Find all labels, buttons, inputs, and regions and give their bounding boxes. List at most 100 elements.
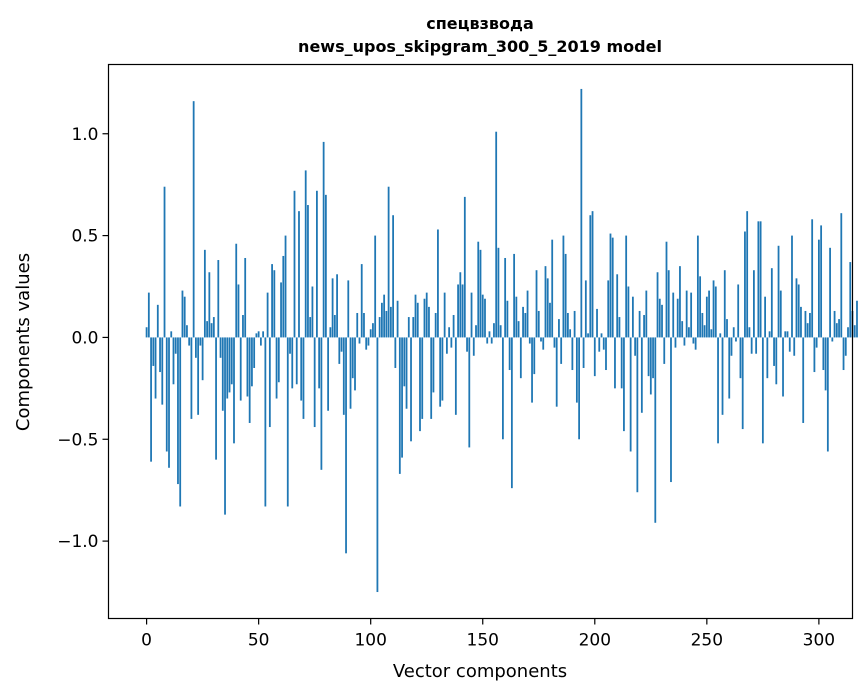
bar-300 [817,239,820,338]
bar-198 [589,215,592,338]
bar-167 [519,337,522,379]
bar-23 [197,337,200,415]
bar-0 [145,327,148,338]
bar-49 [255,333,258,338]
y-tick-label: −0.5 [57,430,98,450]
bar-301 [820,225,823,338]
bar-216 [629,337,632,452]
bar-97 [363,312,365,338]
y-tick-label: 0.0 [71,328,98,348]
bar-284 [782,337,784,397]
bar-32 [217,260,220,338]
x-axis-label: Vector components [393,661,567,682]
bar-35 [224,337,226,515]
y-tick-label: 0.5 [71,227,98,247]
bar-136 [450,337,453,348]
bar-47 [251,337,253,387]
bar-270 [750,337,753,354]
bar-287 [788,337,791,352]
bar-54 [266,292,269,338]
bar-211 [618,317,621,338]
bar-130 [437,229,439,338]
bar-175 [537,310,540,338]
bar-225 [649,337,652,395]
bar-249 [703,325,706,338]
bar-9 [165,337,168,452]
bar-79 [322,141,325,338]
plot-frame [107,63,854,620]
bar-260 [728,337,731,399]
bar-296 [809,312,811,338]
bar-51 [259,337,262,346]
bar-4 [154,337,157,399]
bar-304 [826,337,829,452]
bar-36 [226,337,229,399]
y-axis-ticks: −1.0 −0.5 0.0 0.5 1.0 [57,125,109,552]
bar-244 [692,337,695,344]
bar-40 [235,243,238,338]
bar-57 [273,270,276,338]
bar-116 [405,337,408,409]
bar-212 [620,337,623,389]
bar-235 [672,292,675,338]
bars-group [145,88,858,593]
bar-133 [443,292,446,338]
bar-155 [493,323,495,338]
bar-132 [441,337,444,401]
bar-39 [233,337,235,444]
bar-101 [372,323,374,338]
bar-254 [714,286,717,338]
bar-14 [177,337,179,485]
bar-102 [374,235,377,338]
bar-221 [640,337,643,413]
bar-282 [777,245,780,338]
bar-75 [313,337,316,428]
bar-266 [741,337,744,430]
bar-292 [800,306,802,338]
bar-144 [468,337,471,448]
bar-62 [284,235,287,338]
bar-27 [206,321,208,338]
bar-46 [248,337,251,423]
bar-223 [645,290,648,338]
bar-157 [497,247,500,338]
bar-105 [381,302,383,338]
bar-279 [770,268,773,338]
bar-302 [822,337,825,371]
bar-199 [591,211,594,338]
bar-24 [199,337,202,346]
bar-280 [773,337,775,366]
bar-135 [448,327,451,338]
bar-150 [481,294,484,338]
bar-140 [459,272,462,338]
bar-291 [797,284,800,338]
bar-87 [340,337,343,352]
bar-48 [253,337,256,368]
bar-13 [174,337,177,354]
bar-126 [428,306,430,338]
bar-113 [398,337,401,474]
bar-187 [564,253,567,338]
bar-241 [685,290,688,338]
bar-162 [508,337,511,371]
bar-93 [354,337,356,391]
bar-74 [311,286,314,338]
bar-285 [784,331,787,338]
bar-236 [674,337,677,348]
bar-134 [445,337,448,354]
bar-158 [499,325,502,338]
bar-17 [183,296,186,338]
bar-115 [403,337,406,387]
bar-222 [643,315,645,338]
bar-138 [454,337,457,415]
bar-63 [286,337,289,507]
x-axis-ticks: 0 50 100 150 200 250 300 [141,618,835,651]
bar-242 [688,327,690,338]
bar-45 [246,337,249,397]
bar-153 [488,331,491,338]
bar-20 [190,337,193,419]
bar-307 [833,310,836,338]
bar-192 [575,337,578,403]
bar-64 [289,337,291,354]
